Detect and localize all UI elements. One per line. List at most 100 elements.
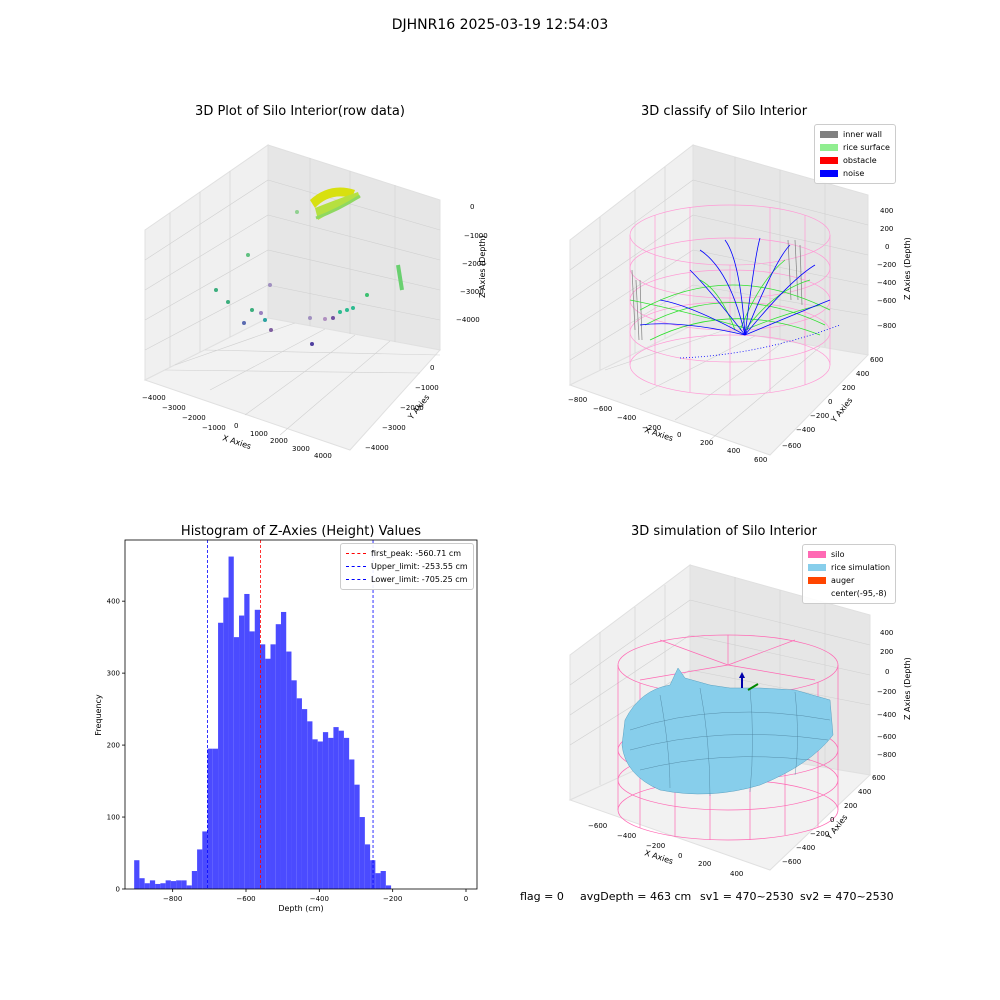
- histogram-bar: [275, 624, 281, 889]
- histogram-bar: [254, 609, 261, 889]
- raw-ztick: −2000: [462, 260, 486, 268]
- figure-title: DJHNR16 2025-03-19 12:54:03: [391, 17, 609, 33]
- sv2-text: sv2 = 470~2530: [800, 890, 894, 903]
- classify-3d-plot: −800 −600 −400 −200 0 200 400 600 600 40…: [568, 143, 912, 464]
- simulation-center-marker: [747, 683, 759, 691]
- simulation-ylabel: Y Axies: [824, 813, 850, 842]
- simulation-ztick: −200: [877, 688, 896, 696]
- histogram-bar: [375, 873, 381, 889]
- simulation-xtick: −200: [646, 842, 665, 850]
- raw-wall-points: [396, 264, 404, 291]
- histogram-bar: [144, 883, 150, 889]
- legend-label: obstacle: [843, 156, 877, 165]
- raw-floor-pane: [143, 317, 441, 451]
- classify-ztick: −800: [877, 322, 896, 330]
- raw-ztick: −1000: [464, 232, 488, 240]
- classify-ytick: 400: [856, 370, 869, 378]
- legend-swatch: [820, 144, 838, 151]
- histogram-frame: [124, 539, 478, 890]
- histogram-bar: [207, 748, 213, 889]
- legend-item-upper-limit: Upper_limit: -253.55 cm: [346, 560, 468, 573]
- histogram-bar: [191, 871, 198, 889]
- histogram-bar: [301, 709, 308, 889]
- histogram-bar: [218, 622, 224, 889]
- histogram-bar: [364, 844, 371, 889]
- raw-xtick: −4000: [142, 394, 166, 402]
- histogram-bar: [186, 885, 192, 889]
- simulation-ztick: 200: [880, 648, 893, 656]
- histogram-bar: [228, 556, 234, 889]
- histogram-bar: [265, 658, 271, 889]
- simulation-ticks: −600 −400 −200 0 200 400 600 400 200 0 −…: [588, 629, 896, 878]
- histogram-chart: −800 −600 −400 −200 0 0 100 200 300 400 Depth (c…: [94, 539, 478, 913]
- raw-plot-title: 3D Plot of Silo Interior(row data): [195, 104, 405, 119]
- legend-label: first_peak: -560.71 cm: [371, 549, 462, 558]
- raw-cluster-yellow: [310, 187, 355, 208]
- simulation-surface-mesh: [629, 687, 831, 797]
- classify-ytick: −600: [782, 442, 801, 450]
- histogram-ytick-label: 200: [107, 742, 120, 750]
- simulation-ztick: 0: [885, 668, 889, 676]
- raw-back-pane: [267, 144, 441, 351]
- legend-item-rice-simulation: rice simulation: [808, 561, 890, 574]
- simulation-ztick: −400: [877, 711, 896, 719]
- legend-item-first-peak: first_peak: -560.71 cm: [346, 547, 468, 560]
- raw-ytick: −4000: [365, 444, 389, 452]
- raw-xtick: 4000: [314, 452, 332, 460]
- classify-xtick: −400: [617, 414, 636, 422]
- classify-ztick: 0: [885, 243, 889, 251]
- legend-item-lower-limit: Lower_limit: -705.25 cm: [346, 573, 468, 586]
- legend-swatch: [808, 551, 826, 558]
- histogram-xlabel: Depth (cm): [278, 904, 323, 913]
- histogram-bar: [223, 597, 229, 889]
- raw-ztick: −3000: [460, 288, 484, 296]
- histogram-ytick-label: 100: [107, 814, 120, 822]
- raw-xlabel: X Axies: [221, 433, 252, 451]
- histogram-bar: [286, 651, 292, 889]
- raw-3d-plot: −4000 −3000 −2000 −1000 0 1000 2000 3000…: [142, 144, 488, 460]
- classify-ytick: −200: [810, 412, 829, 420]
- simulation-rice-surface: [621, 667, 834, 795]
- legend-label: rice surface: [843, 143, 890, 152]
- raw-ticks: −4000 −3000 −2000 −1000 0 1000 2000 3000…: [142, 203, 488, 460]
- classify-plot-title: 3D classify of Silo Interior: [640, 104, 808, 119]
- classify-xtick: −200: [642, 424, 661, 432]
- histogram-bar: [181, 880, 187, 889]
- classify-ylabel: Y Axies: [829, 396, 855, 425]
- legend-label: Upper_limit: -253.55 cm: [371, 562, 468, 571]
- flag-text: flag = 0: [520, 890, 564, 903]
- classify-ztick: −600: [877, 297, 896, 305]
- raw-xtick: −2000: [182, 414, 206, 422]
- histogram-bar: [165, 880, 171, 889]
- histogram-bar: [139, 878, 145, 889]
- raw-zlabel: Z Axies (Depth): [478, 235, 487, 298]
- legend-label: Lower_limit: -705.25 cm: [371, 575, 468, 584]
- simulation-auger-head: [739, 672, 745, 678]
- classify-xtick: 0: [677, 431, 681, 439]
- histogram-bar: [134, 860, 140, 889]
- histogram-ytick-label: 0: [116, 886, 120, 894]
- classify-xtick: −600: [593, 405, 612, 413]
- simulation-zlabel: Z Axies (Depth): [903, 657, 912, 720]
- simulation-ytick: 600: [872, 774, 885, 782]
- simulation-xtick: 400: [730, 870, 743, 878]
- raw-ytick: −2000: [400, 404, 424, 412]
- simulation-ztick: 400: [880, 629, 893, 637]
- classify-legend: inner wall rice surface obstacle noise: [814, 124, 896, 184]
- raw-xtick: 0: [234, 422, 238, 430]
- classify-xtick: 200: [700, 439, 713, 447]
- histogram-bar: [338, 730, 344, 889]
- histogram-bar: [322, 732, 329, 889]
- histogram-bar: [370, 860, 376, 889]
- raw-xtick: 3000: [292, 445, 310, 453]
- histogram-bar: [155, 883, 161, 889]
- simulation-xtick: 0: [678, 852, 682, 860]
- histogram-bar: [343, 737, 350, 889]
- legend-item-inner-wall: inner wall: [820, 128, 890, 141]
- simulation-ytick: 0: [830, 816, 834, 824]
- histogram-bar: [239, 615, 245, 889]
- simulation-legend: silo rice simulation auger center(-95,-8…: [802, 544, 897, 604]
- classify-xtick: 600: [754, 456, 767, 464]
- classify-ytick: −400: [796, 426, 815, 434]
- legend-label: auger: [831, 576, 855, 585]
